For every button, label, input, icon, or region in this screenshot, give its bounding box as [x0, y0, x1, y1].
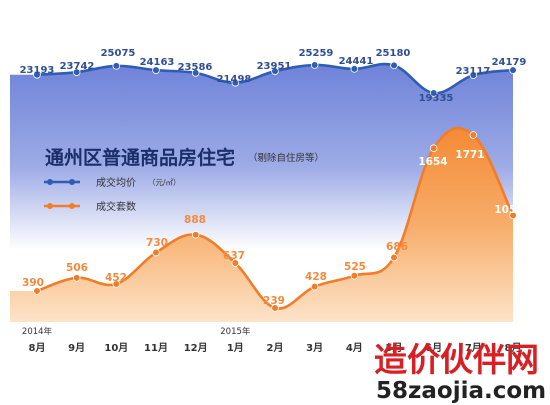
price-point: [469, 71, 478, 79]
price-point: [191, 69, 200, 77]
volume-data-label: 239: [263, 295, 285, 307]
volume-point: [191, 230, 200, 239]
volume-point: [350, 271, 359, 280]
volume-data-label: 452: [105, 272, 127, 284]
x-tick-label: 8月: [505, 342, 522, 354]
legend-volume-dot-icon: [69, 203, 75, 209]
x-tick-label: 1月: [227, 342, 244, 354]
volume-data-label: 506: [66, 262, 88, 274]
price-data-label: 23586: [178, 62, 213, 73]
watermark-logo: 造价伙伴网 58zaojia.com: [374, 340, 546, 404]
x-tick-label: 7月: [465, 342, 482, 354]
volume-point: [112, 280, 121, 288]
price-area-fill: [10, 64, 513, 250]
volume-point: [152, 248, 160, 257]
watermark-brand: 造价伙伴网: [374, 340, 539, 379]
price-point: [350, 65, 359, 73]
volume-point: [429, 144, 438, 153]
price-data-label: 23951: [257, 61, 292, 72]
x-tick-label: 4月: [346, 342, 363, 354]
legend-volume-dot-icon: [47, 203, 53, 209]
price-point: [152, 66, 160, 74]
volume-data-label: 888: [184, 214, 206, 226]
legend-volume-label: 成交套数: [96, 200, 136, 213]
price-data-label: 19335: [419, 93, 454, 104]
x-tick-label: 9月: [68, 342, 85, 354]
price-data-label: 21498: [217, 74, 252, 85]
price-data-label: 25075: [101, 48, 136, 59]
x-tick-label: 3月: [306, 342, 323, 354]
x-tick-label: 6月: [425, 342, 442, 354]
volume-point: [390, 253, 398, 262]
price-point: [231, 78, 240, 87]
price-data-label: 24163: [140, 57, 175, 68]
volume-line-layer: [33, 126, 517, 312]
chart-title: 通州区普通商品房住宅: [45, 146, 235, 169]
price-point: [509, 66, 517, 74]
x-tick-label: 5月: [386, 342, 403, 354]
volume-area-fill: [10, 128, 513, 322]
price-data-label: 25259: [299, 48, 334, 59]
legend-item-price: 成交均价 （元/㎡）: [44, 176, 181, 189]
volume-data-label: 1059: [494, 204, 523, 216]
price-line-layer: [33, 61, 517, 97]
price-point: [112, 62, 121, 70]
legend: 成交均价 （元/㎡） 成交套数: [44, 176, 181, 213]
x-year-label: 2014年: [22, 326, 53, 337]
price-point: [390, 61, 398, 70]
x-tick-label: 11月: [144, 342, 168, 354]
volume-point: [72, 274, 81, 282]
price-point: [310, 61, 319, 69]
legend-price-label: 成交均价: [96, 176, 136, 189]
legend-price-dot-icon: [47, 179, 53, 185]
x-tick-label: 12月: [184, 342, 208, 354]
watermark-url: 58zaojia.com: [376, 378, 546, 404]
volume-point: [469, 131, 478, 139]
price-data-label: 23742: [60, 61, 95, 72]
price-data-label: 25180: [376, 48, 411, 59]
volume-point: [231, 259, 240, 267]
price-point: [33, 70, 41, 79]
volume-data-label: 686: [386, 241, 408, 253]
legend-item-volume: 成交套数: [44, 200, 136, 213]
data-label-layer: 23193 23742 25075 24163 23586 21498 23951 25259…: [20, 48, 527, 307]
volume-data-label: 390: [22, 277, 44, 289]
legend-price-unit: （元/㎡）: [148, 178, 181, 187]
price-area-layer: [10, 64, 513, 250]
volume-point: [271, 304, 279, 312]
legend-price-dot-icon: [69, 179, 75, 185]
volume-area-layer: [10, 128, 513, 322]
volume-data-label: 730: [146, 237, 168, 249]
price-data-label: 23193: [20, 65, 55, 76]
x-tick-label: 10月: [104, 342, 128, 354]
price-data-label: 24179: [492, 57, 527, 68]
price-data-label: 24441: [339, 56, 374, 67]
volume-data-label: 1654: [418, 156, 447, 168]
price-point: [72, 68, 81, 76]
volume-data-label: 637: [223, 250, 245, 262]
x-tick-label: 8月: [29, 342, 46, 354]
volume-data-label: 428: [305, 271, 327, 283]
volume-point: [509, 211, 517, 220]
x-tick-label: 2月: [267, 342, 284, 354]
price-point: [271, 67, 279, 75]
x-axis-layer: 8月 9月 10月 11月 12月 1月 2月 3月 4月 5月 6月 7月 8月 2014年 2015年: [22, 326, 522, 354]
price-point: [429, 89, 438, 97]
volume-point: [33, 287, 41, 295]
price-data-label: 23117: [456, 66, 491, 77]
volume-data-label: 525: [344, 261, 366, 273]
volume-data-label: 1771: [455, 149, 484, 161]
chart-subtitle: （剔除自住房等）: [248, 152, 324, 164]
x-year-label: 2015年: [220, 326, 251, 337]
volume-point: [310, 282, 319, 291]
